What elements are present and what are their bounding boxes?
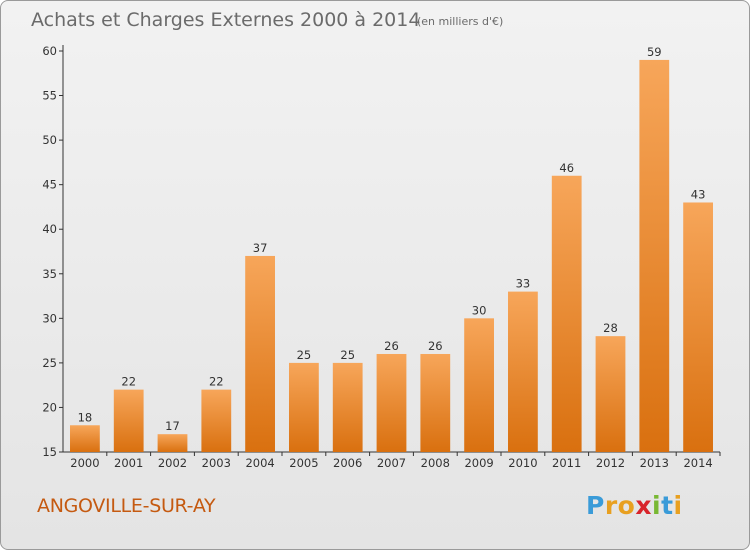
x-tick-label: 2008 xyxy=(421,456,450,470)
x-tick-label: 2009 xyxy=(464,456,493,470)
x-tick-label: 2014 xyxy=(683,456,712,470)
bar-value-label: 43 xyxy=(691,187,706,201)
bar-value-label: 26 xyxy=(384,339,399,353)
bar xyxy=(245,255,275,452)
y-tick-label: 55 xyxy=(42,89,57,103)
bar-value-label: 33 xyxy=(516,277,531,291)
bar xyxy=(683,202,713,452)
x-tick-label: 2011 xyxy=(552,456,581,470)
bars-group: 18 22 17 22 37 25 25 26 26 30 33 46 28 59 43 xyxy=(70,45,713,453)
bar xyxy=(551,175,582,452)
chart-title: Achats et Charges Externes 2000 à 2014 xyxy=(31,9,420,31)
bar xyxy=(332,362,363,452)
bar xyxy=(420,353,451,452)
y-tick-label: 30 xyxy=(42,311,57,325)
x-tick-label: 2007 xyxy=(377,456,406,470)
bar xyxy=(376,353,407,452)
bar-value-label: 25 xyxy=(340,348,355,362)
y-tick-label: 50 xyxy=(42,133,57,147)
bar-value-label: 22 xyxy=(121,375,136,389)
bar-value-label: 28 xyxy=(603,321,618,335)
x-tick-label: 2006 xyxy=(333,456,362,470)
brand-letter: i xyxy=(673,491,683,520)
x-tick-label: 2003 xyxy=(202,456,231,470)
bar-value-label: 37 xyxy=(253,241,268,255)
brand-letter: P xyxy=(586,491,605,520)
y-tick-label: 15 xyxy=(42,445,57,459)
bar-value-label: 26 xyxy=(428,339,443,353)
bar xyxy=(289,362,319,452)
x-tick-label: 2002 xyxy=(158,456,187,470)
x-tick-label: 2010 xyxy=(508,456,537,470)
bar-value-label: 22 xyxy=(209,375,224,389)
chart-subtitle: (en milliers d'€) xyxy=(417,15,503,28)
bar xyxy=(508,291,538,452)
bar-value-label: 25 xyxy=(297,348,312,362)
brand-letter: t xyxy=(661,491,674,520)
y-tick-label: 60 xyxy=(42,44,57,58)
x-tick-label: 2004 xyxy=(245,456,274,470)
brand-letter: i xyxy=(652,491,662,520)
bar-value-label: 18 xyxy=(78,410,93,424)
bar-value-label: 17 xyxy=(165,419,180,433)
y-tick-label: 25 xyxy=(42,356,57,370)
bar xyxy=(157,434,188,452)
bar xyxy=(113,389,144,452)
chart-axes: 15 20 25 30 35 40 45 50 55 60 2000 2001 2002 2003 2004… xyxy=(42,44,721,470)
brand-letter: x xyxy=(635,491,652,520)
bar xyxy=(464,318,494,452)
y-tick-label: 40 xyxy=(42,222,57,236)
y-tick-label: 20 xyxy=(42,400,57,414)
bar-value-label: 59 xyxy=(647,45,662,59)
x-tick-label: 2012 xyxy=(596,456,625,470)
x-tick-label: 2000 xyxy=(70,456,99,470)
bar-value-label: 30 xyxy=(472,303,487,317)
brand-letter: o xyxy=(617,491,636,520)
brand-letter: r xyxy=(604,491,618,520)
bar-value-label: 46 xyxy=(559,161,574,175)
y-tick-label: 45 xyxy=(42,178,57,192)
bar xyxy=(639,59,670,453)
x-tick-label: 2005 xyxy=(289,456,318,470)
bar xyxy=(595,336,626,452)
location-name: ANGOVILLE-SUR-AY xyxy=(37,495,216,517)
bar xyxy=(70,425,100,452)
y-tick-label: 35 xyxy=(42,267,57,281)
x-tick-label: 2013 xyxy=(640,456,669,470)
brand-logo: Proxiti xyxy=(586,491,683,520)
x-tick-label: 2001 xyxy=(114,456,143,470)
bar xyxy=(201,389,232,452)
